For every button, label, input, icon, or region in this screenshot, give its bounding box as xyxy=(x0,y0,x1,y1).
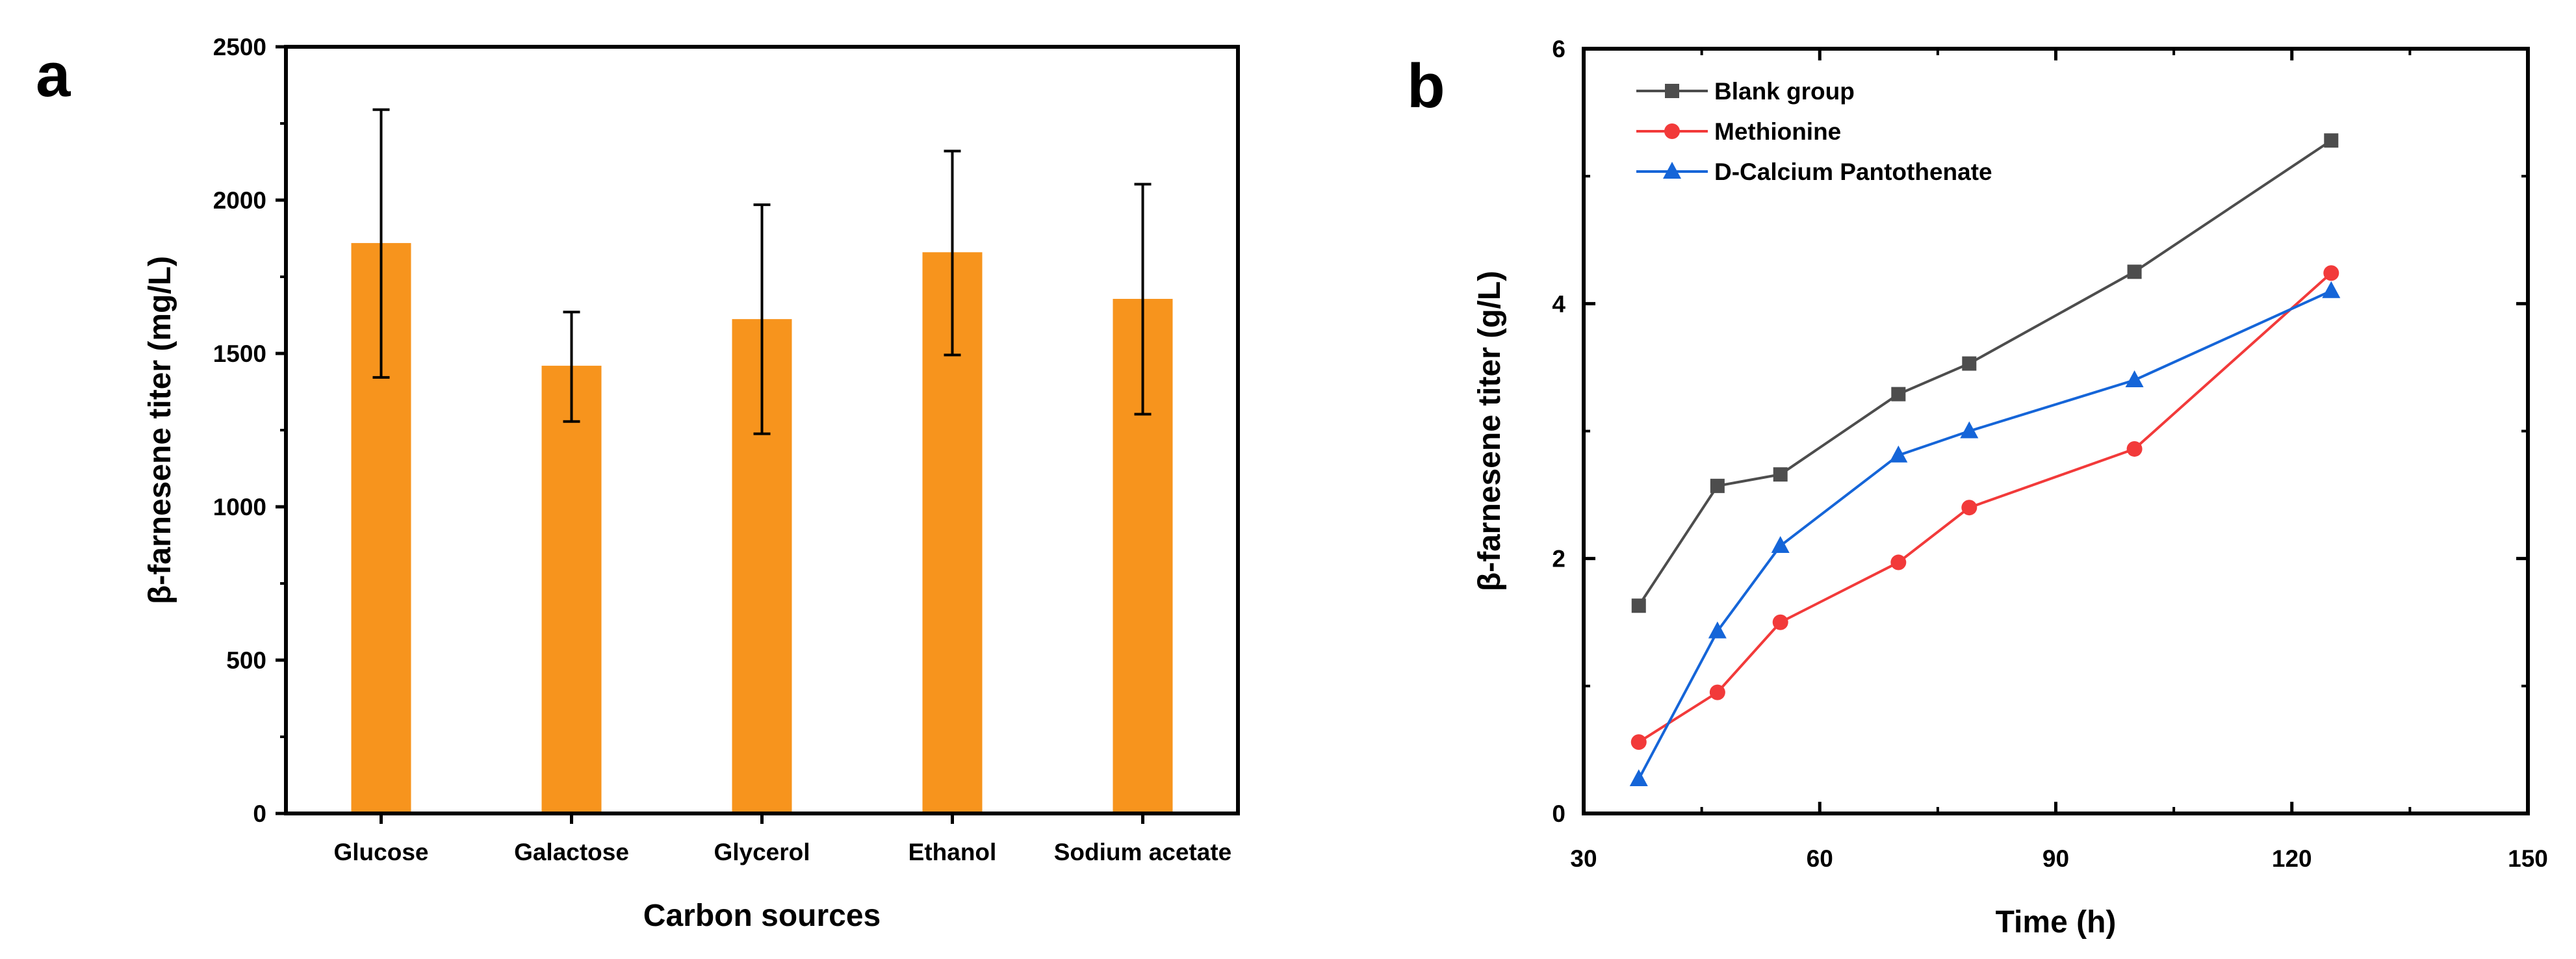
y-tick-label: 0 xyxy=(253,800,266,827)
y-tick-label: 1500 xyxy=(213,340,266,367)
y-tick-label: 2 xyxy=(1552,546,1565,572)
panel-a-label: a xyxy=(36,40,71,110)
y-tick-label: 4 xyxy=(1552,290,1565,317)
y-tick-label: 500 xyxy=(226,647,266,674)
plot-frame xyxy=(1582,47,2530,815)
data-point-d-calcium-pantothenate xyxy=(2125,370,2144,388)
data-point-d-calcium-pantothenate xyxy=(2322,281,2341,298)
data-point-methionine xyxy=(1772,614,1788,630)
legend-marker-d-calcium-pantothenate xyxy=(1663,162,1681,179)
data-point-methionine xyxy=(2126,441,2143,457)
series-line-d-calcium-pantothenate xyxy=(1637,289,2332,780)
x-tick-label: Glucose xyxy=(334,839,429,865)
series-line-blank-group xyxy=(1638,139,2332,607)
legend-marker-methionine xyxy=(1664,123,1680,139)
y-axis-title: β-farnesene titer (mg/L) xyxy=(143,256,177,604)
data-point-methionine xyxy=(1709,684,1725,700)
x-tick-label: Glycerol xyxy=(714,839,810,865)
data-point-blank-group xyxy=(2324,133,2339,148)
y-tick-label: 1000 xyxy=(213,494,266,520)
panel-b-label: b xyxy=(1407,51,1445,121)
bar-galactose xyxy=(541,365,602,813)
data-point-methionine xyxy=(2323,265,2339,281)
data-point-d-calcium-pantothenate xyxy=(1629,769,1648,787)
legend-label-methionine: Methionine xyxy=(1714,118,1841,145)
x-tick-label: 30 xyxy=(1570,845,1597,872)
line-chart-time-course: Time (h) β-farnesene titer (g/L) Blank g… xyxy=(1473,36,2548,940)
data-point-methionine xyxy=(1630,734,1647,750)
bar-chart-carbon-sources: Carbon sources β-farnesene titer (mg/L) … xyxy=(143,34,1240,933)
x-tick-label: 60 xyxy=(1807,845,1833,872)
x-tick-label: 90 xyxy=(2042,845,2069,872)
data-point-methionine xyxy=(1961,500,1977,516)
data-point-blank-group xyxy=(1631,598,1646,613)
plot-frame xyxy=(284,45,1240,815)
data-point-methionine xyxy=(1890,554,1907,570)
x-tick-label: Ethanol xyxy=(908,839,997,865)
x-tick-label: Sodium acetate xyxy=(1054,839,1231,865)
y-tick-label: 2000 xyxy=(213,187,266,214)
data-point-d-calcium-pantothenate xyxy=(1960,421,1979,439)
data-point-blank-group xyxy=(1962,356,1977,371)
data-point-d-calcium-pantothenate xyxy=(1708,621,1727,639)
x-tick-label: 120 xyxy=(2272,845,2312,872)
data-point-blank-group xyxy=(1891,387,1906,402)
data-point-blank-group xyxy=(1710,478,1725,493)
data-point-blank-group xyxy=(2127,264,2142,279)
y-tick-label: 0 xyxy=(1552,800,1565,827)
legend-marker-blank-group xyxy=(1665,84,1679,98)
y-tick-label: 6 xyxy=(1552,36,1565,62)
series-line-methionine xyxy=(1638,272,2332,743)
x-axis-title: Carbon sources xyxy=(643,899,881,933)
x-tick-label: Galactose xyxy=(514,839,629,865)
legend: Blank group Methionine D-Calcium Pantothen… xyxy=(1636,78,1992,185)
legend-label-d-calcium-pantothenate: D-Calcium Pantothenate xyxy=(1714,159,1992,185)
y-tick-label: 2500 xyxy=(213,34,266,60)
x-axis-title: Time (h) xyxy=(1996,905,2117,940)
x-tick-label: 150 xyxy=(2508,845,2548,872)
data-point-d-calcium-pantothenate xyxy=(1771,536,1790,554)
y-axis-title: β-farnesene titer (g/L) xyxy=(1473,271,1507,591)
data-point-blank-group xyxy=(1773,467,1788,482)
legend-label-blank-group: Blank group xyxy=(1714,78,1855,105)
data-point-d-calcium-pantothenate xyxy=(1889,445,1908,463)
